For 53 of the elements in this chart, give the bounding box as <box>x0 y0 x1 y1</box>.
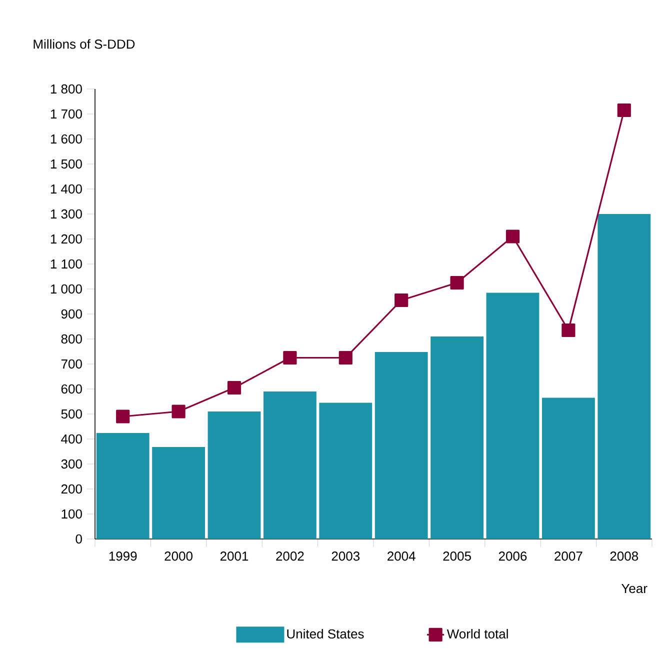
point <box>338 350 352 365</box>
y-tick-label: 700 <box>61 359 82 369</box>
legend-label: United States <box>287 629 364 639</box>
y-tick-label: 1 200 <box>50 234 82 244</box>
point <box>506 230 520 244</box>
point <box>562 323 576 338</box>
y-tick-label: 300 <box>61 459 82 469</box>
y-tick-label: 100 <box>62 509 82 519</box>
y-tick-label: 1 100 <box>50 259 82 269</box>
x-tick-label: 2000 <box>164 552 192 561</box>
bar <box>374 352 428 539</box>
y-tick-label: 900 <box>61 309 82 319</box>
x-tick-label: 2008 <box>610 552 638 561</box>
point <box>172 404 186 418</box>
y-tick-label: 400 <box>61 434 82 444</box>
y-axis-title: Millions of S-DDD <box>34 39 135 49</box>
x-axis-title: Year <box>621 584 648 594</box>
bar <box>319 402 372 539</box>
bar <box>430 336 484 539</box>
y-tick-label: 200 <box>61 484 82 494</box>
x-tick-label: 2001 <box>220 552 248 561</box>
point <box>283 350 297 365</box>
point <box>450 276 464 290</box>
y-tick-label: 1 400 <box>50 184 82 194</box>
y-tick-label: 1 800 <box>50 84 82 94</box>
bar <box>263 391 316 539</box>
y-tick-label: 800 <box>61 334 82 344</box>
bar <box>152 446 206 539</box>
y-tick-label: 1 500 <box>50 159 82 169</box>
point <box>617 103 631 118</box>
y-tick-label: 1 700 <box>50 109 82 119</box>
x-tick-label: 2005 <box>443 552 471 561</box>
y-tick-label: 500 <box>61 409 82 419</box>
y-tick-label: 1 300 <box>50 209 82 219</box>
point <box>394 293 408 308</box>
bar <box>486 292 540 539</box>
bar <box>96 432 150 539</box>
y-tick-label: 0 <box>76 534 82 544</box>
x-tick-label: 2003 <box>332 552 360 561</box>
x-tick-label: 1999 <box>109 552 137 561</box>
point <box>116 410 130 424</box>
legend-label: World total <box>446 629 508 639</box>
y-tick-label: 1 600 <box>50 134 82 144</box>
y-tick-label: 1 000 <box>50 284 82 294</box>
x-tick-label: 2004 <box>388 552 416 561</box>
x-tick-label: 2007 <box>554 552 582 561</box>
y-tick-label: 600 <box>61 384 82 394</box>
bar <box>208 411 261 539</box>
x-tick-label: 2006 <box>498 552 527 561</box>
x-tick-label: 2002 <box>276 552 304 561</box>
bar <box>598 214 651 539</box>
point <box>227 380 242 395</box>
bar <box>542 398 595 539</box>
